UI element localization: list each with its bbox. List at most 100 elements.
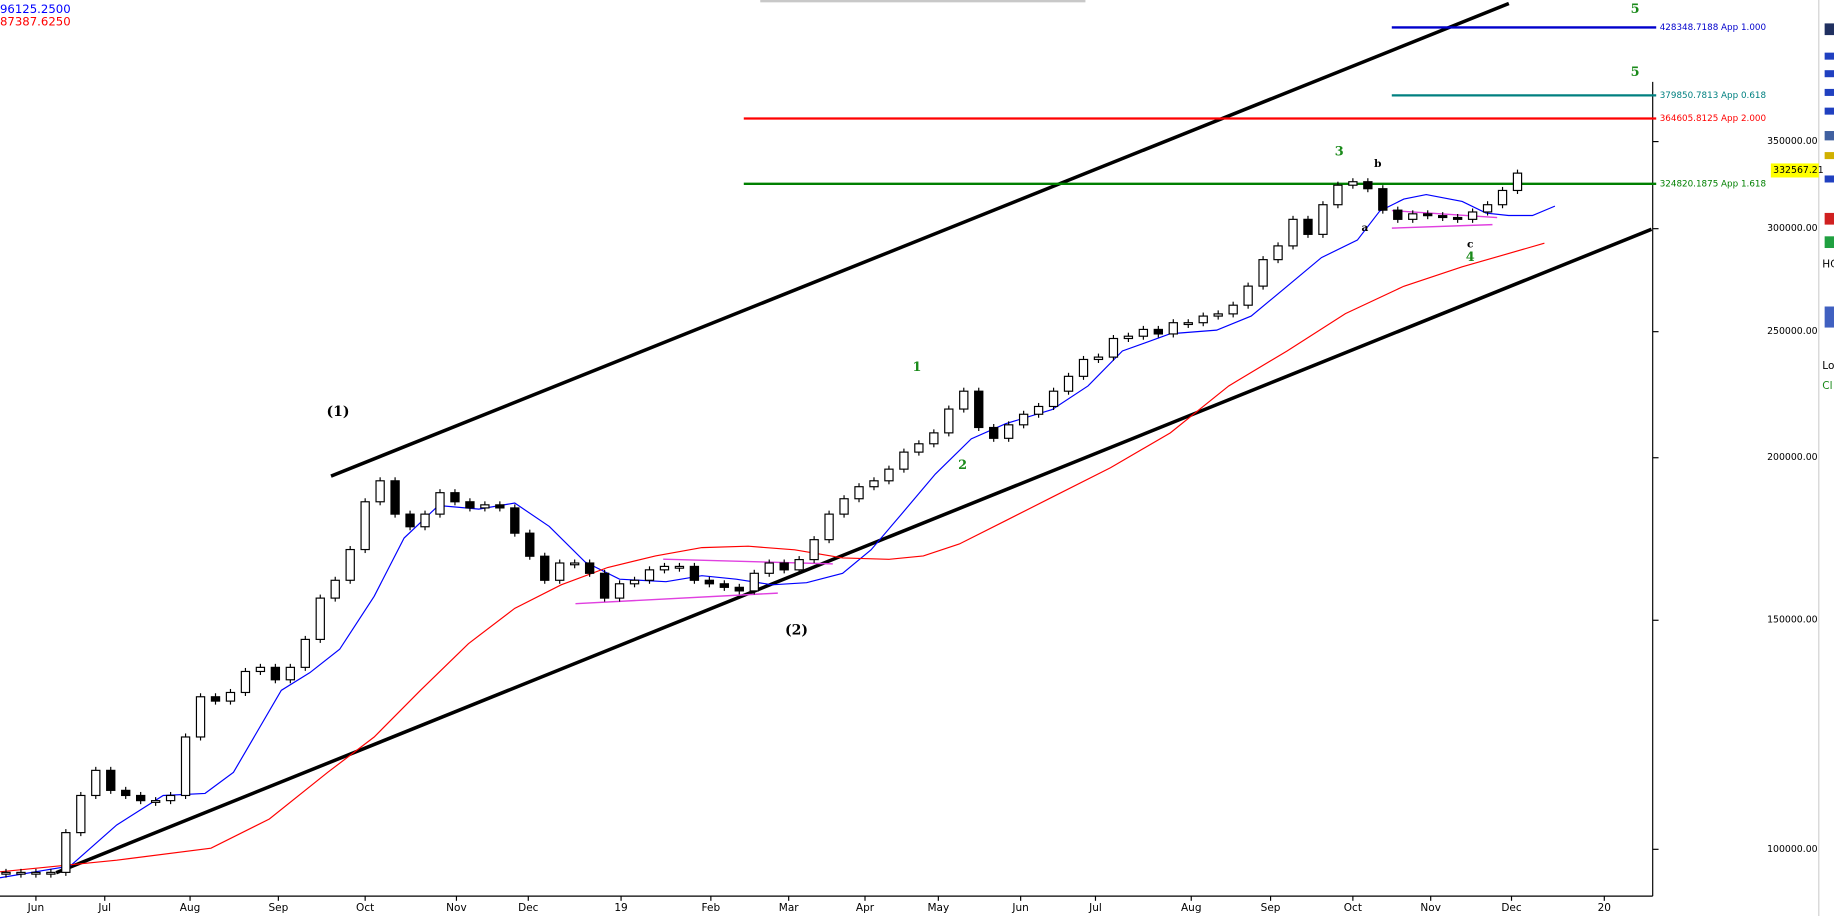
candle <box>465 501 475 509</box>
candle <box>91 769 101 797</box>
candle <box>195 696 206 738</box>
candle <box>555 562 565 581</box>
triangle-line <box>663 558 833 565</box>
candle <box>1512 172 1523 192</box>
wave-label: 5 <box>1631 2 1640 17</box>
icon[interactable] <box>1824 70 1834 78</box>
candle <box>1228 304 1238 315</box>
icon[interactable] <box>1824 52 1834 60</box>
candle <box>165 794 176 802</box>
candle <box>300 638 310 668</box>
x-tick-label: Mar <box>779 902 800 914</box>
candle <box>1288 218 1298 247</box>
wave-label: (1) <box>327 404 350 420</box>
x-tick-label: Aug <box>1181 902 1202 914</box>
candle <box>510 507 520 534</box>
candle <box>1482 204 1493 213</box>
icon[interactable] <box>1824 23 1834 36</box>
candle <box>540 555 550 581</box>
candle <box>1213 313 1223 317</box>
candle <box>345 548 355 581</box>
candle <box>180 736 191 797</box>
x-tick-label: Dec <box>1501 902 1522 914</box>
sidebar-label: Lo <box>1822 360 1834 372</box>
triangle-line <box>1391 223 1493 229</box>
candle <box>644 569 655 581</box>
icon[interactable] <box>1824 175 1834 183</box>
candle <box>704 579 715 585</box>
candle <box>1198 315 1208 324</box>
level-label: 324820.1875 App 1.618 <box>1660 179 1766 189</box>
icon[interactable] <box>1824 152 1834 160</box>
candle <box>1333 184 1343 206</box>
candle <box>285 666 296 681</box>
icon[interactable] <box>1824 107 1834 115</box>
candle <box>315 597 325 640</box>
candle <box>330 579 340 599</box>
candle <box>495 504 505 509</box>
icon[interactable] <box>1824 306 1834 328</box>
x-tick-label: 19 <box>614 902 627 914</box>
y-tick-label: 250000.00 <box>1767 326 1818 337</box>
candle <box>599 572 610 599</box>
candle <box>390 480 400 515</box>
candle <box>360 501 370 551</box>
x-tick-label: Jul <box>1088 902 1102 914</box>
candle <box>779 562 789 571</box>
candle <box>749 572 759 592</box>
candle <box>1183 322 1193 326</box>
candle <box>375 480 385 503</box>
candle <box>1363 181 1373 190</box>
candle <box>1108 337 1119 358</box>
triangle-line <box>1391 209 1498 219</box>
candle <box>974 390 984 429</box>
candle <box>450 492 460 503</box>
candle <box>1063 375 1074 392</box>
icon[interactable] <box>1824 131 1834 141</box>
candle <box>1243 285 1253 306</box>
level-label: 364605.8125 App 2.000 <box>1660 114 1766 124</box>
candle <box>1393 209 1403 220</box>
candle <box>1378 188 1388 211</box>
candle <box>225 691 236 702</box>
candle <box>854 486 864 500</box>
candle <box>734 586 744 592</box>
wave-label: 2 <box>958 458 967 473</box>
candle <box>1437 215 1448 219</box>
candle <box>764 562 774 574</box>
candle <box>719 583 730 588</box>
candle <box>989 426 999 439</box>
candle <box>1318 204 1328 235</box>
candle <box>270 666 281 681</box>
icon[interactable] <box>1824 236 1834 249</box>
candle <box>525 532 535 557</box>
candle <box>121 789 131 797</box>
icon[interactable] <box>1824 88 1834 96</box>
candle <box>435 492 445 515</box>
candle <box>1003 424 1014 439</box>
moving-average <box>0 193 1556 879</box>
y-tick-label: 350000.00 <box>1767 136 1818 147</box>
ma-readout: 96125.2500 <box>0 2 71 16</box>
candle <box>420 513 430 528</box>
candle <box>869 480 879 488</box>
wave-label: b <box>1374 158 1381 170</box>
x-tick-label: Apr <box>856 902 875 914</box>
channel-lower <box>55 227 1653 875</box>
last-price-label: 332567.21 <box>1773 165 1824 176</box>
x-tick-label: 20 <box>1598 902 1611 914</box>
candle <box>614 583 625 599</box>
x-tick-label: Nov <box>446 902 467 914</box>
x-tick-label: Sep <box>268 902 288 914</box>
icon[interactable] <box>1824 212 1834 225</box>
moving-average <box>0 242 1545 873</box>
candle <box>61 832 71 873</box>
candle <box>1093 356 1104 361</box>
candle <box>689 565 700 581</box>
candle <box>1408 213 1418 220</box>
candle <box>1348 181 1358 186</box>
candle <box>1258 259 1268 287</box>
candle <box>255 666 266 673</box>
